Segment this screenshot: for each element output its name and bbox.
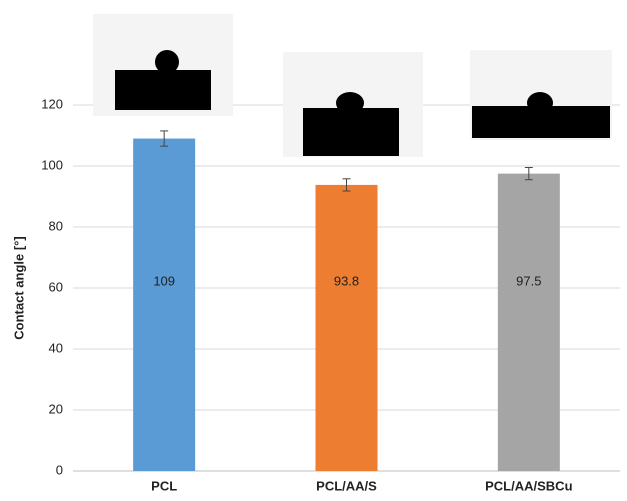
error-bar xyxy=(342,178,351,192)
y-tick-label: 80 xyxy=(49,218,63,233)
bar xyxy=(133,138,196,472)
x-tick-label: PCL/AA/SBCu xyxy=(485,478,572,493)
y-tick-label: 100 xyxy=(41,157,63,172)
droplet-photos xyxy=(93,14,612,157)
data-label: 93.8 xyxy=(334,273,359,288)
photo-droplet xyxy=(527,92,553,114)
y-tick-label: 0 xyxy=(56,462,63,477)
x-tick-label: PCL/AA/S xyxy=(316,478,377,493)
photo-substrate xyxy=(303,108,399,156)
data-label: 97.5 xyxy=(516,273,541,288)
x-tick-label: PCL xyxy=(151,478,177,493)
error-bar xyxy=(160,130,169,147)
bar xyxy=(315,184,378,471)
photo-substrate xyxy=(115,70,211,110)
photo-droplet xyxy=(155,50,179,74)
error-bar xyxy=(524,167,533,181)
y-axis-label: Contact angle [°] xyxy=(11,236,26,339)
data-label: 109 xyxy=(153,273,175,288)
y-tick-label: 120 xyxy=(41,96,63,111)
photo-droplet xyxy=(336,92,364,114)
y-tick-label: 60 xyxy=(49,279,63,294)
y-tick-label: 40 xyxy=(49,340,63,355)
bar xyxy=(497,173,560,471)
y-tick-label: 20 xyxy=(49,401,63,416)
